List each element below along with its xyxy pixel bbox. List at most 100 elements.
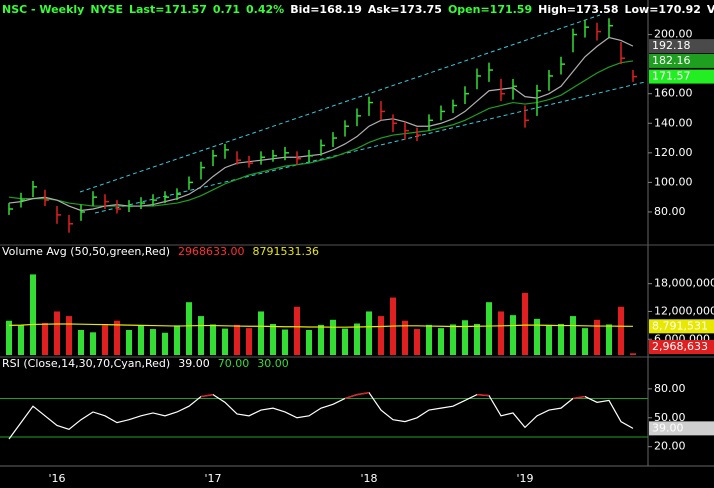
header-item: Vol Tot=1	[707, 3, 714, 16]
rsi-overbought	[476, 393, 490, 397]
volume-bar	[354, 323, 360, 355]
y-tick-label: 80.00	[654, 205, 686, 218]
y-tick-label: 80.00	[654, 382, 686, 395]
panel-title: Volume Avg (50,50,green,Red)	[2, 245, 170, 258]
volume-bar	[150, 329, 156, 355]
volume-bar	[270, 323, 276, 355]
rsi-current: 39.00	[178, 357, 210, 370]
y-tick-label: 100.00	[654, 175, 693, 188]
value-box	[649, 421, 714, 436]
trend-channel-upper	[79, 14, 601, 193]
value-box	[649, 319, 714, 334]
panel-header: Volume Avg (50,50,green,Red) 2968633.00 87…	[2, 245, 319, 258]
volume-average-line	[8, 323, 634, 328]
volume-bar	[102, 325, 108, 355]
volume-bar	[606, 324, 612, 355]
volume-bar	[366, 311, 372, 355]
x-tick-label: '16	[48, 472, 65, 485]
volume-bar	[162, 332, 168, 355]
volume-bar	[114, 320, 120, 355]
rsi-overbought	[572, 395, 586, 400]
volume-bar	[474, 323, 480, 355]
volume-bar	[138, 325, 144, 355]
volume-bar	[318, 324, 324, 355]
panel-title: RSI (Close,14,30,70,Cyan,Red)	[2, 357, 170, 370]
volume-bar	[462, 320, 468, 355]
average-volume: 8791531.36	[253, 245, 319, 258]
x-tick-label: '19	[516, 472, 533, 485]
value-box	[649, 69, 714, 84]
volume-bar	[222, 328, 228, 355]
volume-bar	[342, 328, 348, 355]
volume-bar	[498, 311, 504, 355]
volume-bar	[570, 316, 576, 355]
trend-channel-lower	[94, 81, 646, 214]
header-item: 0.42%	[246, 3, 284, 16]
header-item: 0.71	[213, 3, 240, 16]
y-tick-label: 120.00	[654, 146, 693, 159]
rsi-overbought	[200, 393, 214, 398]
volume-bar	[30, 274, 36, 355]
volume-bar	[330, 319, 336, 355]
volume-bar	[54, 311, 60, 355]
volume-bar	[546, 324, 552, 355]
volume-bar	[414, 329, 420, 355]
volume-bar	[90, 332, 96, 355]
x-tick-label: '17	[204, 472, 221, 485]
value-box-label: 192.18	[652, 39, 691, 52]
volume-bar	[6, 320, 12, 355]
y-tick-label: 200.00	[654, 28, 693, 41]
y-tick-label: 160.00	[654, 87, 693, 100]
rsi-level-label: 70.00	[218, 357, 250, 370]
header-item: Ask=173.75	[368, 3, 442, 16]
rsi-level-label: 30.00	[257, 357, 289, 370]
current-volume: 2968633.00	[178, 245, 244, 258]
value-box	[649, 340, 714, 354]
rsi-line	[8, 392, 634, 440]
volume-bar	[258, 311, 264, 355]
volume-bar	[522, 292, 528, 355]
volume-bar	[234, 324, 240, 355]
y-tick-label: 18,000,000	[654, 277, 714, 290]
header-item: Bid=168.19	[290, 3, 362, 16]
value-box-label: 2,968,633	[652, 340, 708, 353]
header-item: NYSE	[90, 3, 123, 16]
header-item: Open=171.59	[448, 3, 532, 16]
ma-slow-line	[8, 60, 634, 207]
header-item: Low=170.92	[624, 3, 700, 16]
volume-bar	[510, 315, 516, 355]
value-box	[649, 53, 714, 68]
header: NSC - Weekly NYSE Last=171.57 0.71 0.42% Bid=…	[2, 3, 714, 16]
volume-bar	[66, 316, 72, 355]
volume-bar	[198, 316, 204, 355]
volume-bar	[78, 329, 84, 355]
volume-bar	[126, 329, 132, 355]
header-item: Last=171.57	[129, 3, 207, 16]
volume-bar	[618, 306, 624, 355]
volume-bar	[486, 302, 492, 355]
value-box-label: 182.16	[652, 54, 691, 67]
volume-bar	[246, 328, 252, 355]
x-tick-label: '18	[360, 472, 377, 485]
volume-bar	[174, 325, 180, 355]
volume-bar	[594, 319, 600, 355]
volume-bar	[210, 324, 216, 355]
value-box	[649, 39, 714, 54]
y-tick-label: 20.00	[654, 440, 686, 453]
value-box-label: 39.00	[652, 421, 684, 434]
volume-bar	[42, 323, 48, 355]
value-box-label: 171.57	[652, 70, 691, 83]
y-tick-label: 140.00	[654, 116, 693, 129]
volume-bar	[534, 318, 540, 355]
volume-bar	[18, 325, 24, 355]
rsi-overbought	[356, 392, 370, 396]
volume-bar	[378, 316, 384, 355]
y-tick-label: 50.00	[654, 411, 686, 424]
rsi-overbought	[344, 393, 358, 400]
y-tick-label: 12,000,000	[654, 304, 714, 317]
volume-bar	[186, 302, 192, 355]
volume-bar	[306, 329, 312, 355]
value-box-label: 8,791,531	[652, 319, 708, 332]
